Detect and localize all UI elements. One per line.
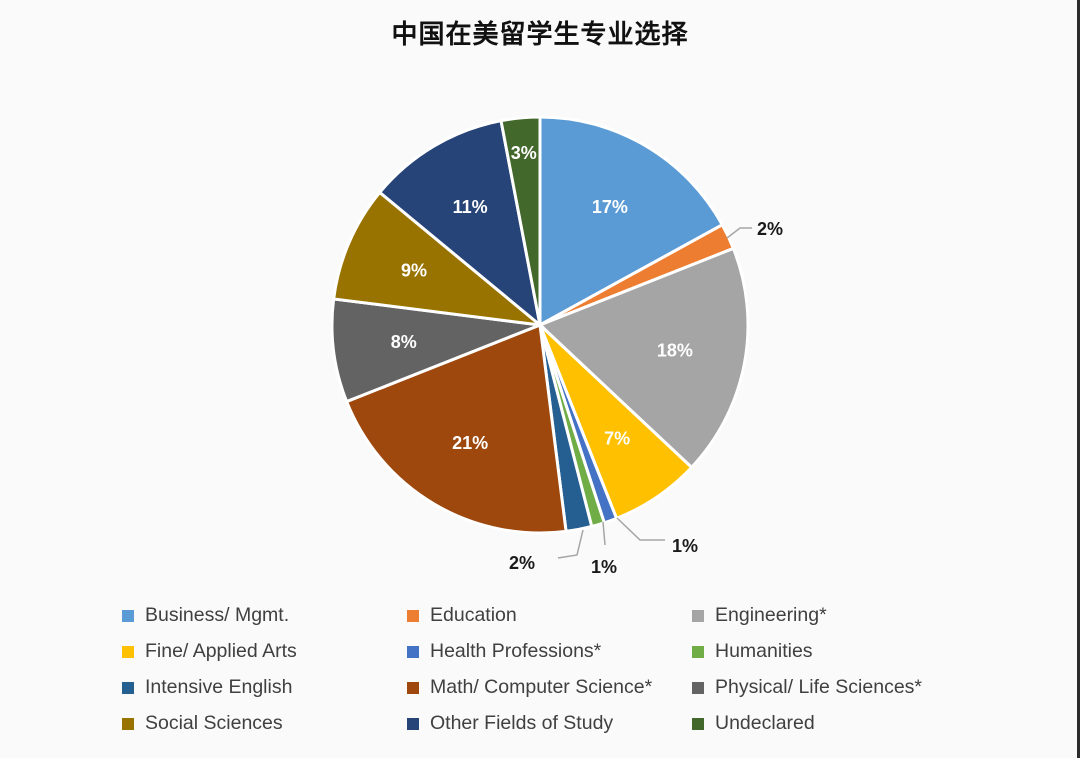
legend-item[interactable]: Math/ Computer Science* <box>407 675 692 700</box>
legend-label: Social Sciences <box>145 712 283 734</box>
pie-slice[interactable] <box>537 246 750 470</box>
legend-label: Humanities <box>715 640 813 662</box>
legend-label: Other Fields of Study <box>430 712 614 734</box>
legend-label: Health Professions* <box>430 640 602 662</box>
legend-item[interactable]: Physical/ Life Sciences* <box>692 675 982 700</box>
legend-item[interactable]: Undeclared <box>692 711 982 736</box>
legend-label: Engineering* <box>715 604 827 626</box>
legend-swatch-icon <box>692 645 704 658</box>
legend-swatch-icon <box>692 609 704 622</box>
legend-item[interactable]: Fine/ Applied Arts <box>122 639 407 664</box>
slice-data-label: 21% <box>452 433 488 453</box>
slice-data-label: 7% <box>604 429 630 449</box>
slice-data-label: 17% <box>592 197 628 217</box>
legend-item[interactable]: Business/ Mgmt. <box>122 603 407 628</box>
legend-swatch-icon <box>122 645 134 658</box>
legend-swatch-icon <box>407 681 419 694</box>
pie-slice[interactable] <box>538 115 725 328</box>
chart-legend: Business/ Mgmt. Education Engineering* F… <box>122 603 982 736</box>
legend-item[interactable]: Intensive English <box>122 675 407 700</box>
slice-data-label: 18% <box>657 341 693 361</box>
legend-swatch-icon <box>407 609 419 622</box>
legend-swatch-icon <box>407 717 419 730</box>
pie-slice[interactable] <box>331 190 545 328</box>
pie-slice[interactable] <box>344 322 568 535</box>
legend-item[interactable]: Other Fields of Study <box>407 711 692 736</box>
legend-label: Undeclared <box>715 712 815 734</box>
legend-swatch-icon <box>407 645 419 658</box>
legend-label: Math/ Computer Science* <box>430 676 653 698</box>
pie-slice[interactable] <box>499 115 542 326</box>
slice-data-label: 9% <box>401 260 427 280</box>
chart-title: 中国在美留学生专业选择 <box>391 20 689 50</box>
legend-label: Fine/ Applied Arts <box>145 640 297 662</box>
legend-label: Business/ Mgmt. <box>145 604 290 626</box>
legend-swatch-icon <box>122 717 134 730</box>
slice-data-label: 1% <box>672 536 698 556</box>
leader-line <box>602 521 606 546</box>
legend-item[interactable]: Engineering* <box>692 603 982 628</box>
slice-data-label: 11% <box>453 197 488 217</box>
legend-swatch-icon <box>122 609 134 622</box>
legend-item[interactable]: Social Sciences <box>122 711 407 736</box>
slice-data-label: 2% <box>757 219 783 239</box>
legend-label: Education <box>430 604 517 626</box>
slice-data-label: 2% <box>509 553 535 573</box>
legend-swatch-icon <box>692 717 704 730</box>
legend-label: Physical/ Life Sciences* <box>715 676 923 698</box>
leader-line <box>616 517 665 541</box>
legend-swatch-icon <box>692 681 704 694</box>
leader-line <box>557 529 584 559</box>
legend-item[interactable]: Education <box>407 603 692 628</box>
window-right-border <box>1077 0 1080 758</box>
slice-data-label: 8% <box>391 332 417 352</box>
pie-slice[interactable] <box>330 297 541 404</box>
legend-label: Intensive English <box>145 676 293 698</box>
leader-line <box>726 227 752 239</box>
legend-item[interactable]: Humanities <box>692 639 982 664</box>
slice-data-label: 3% <box>511 143 537 163</box>
legend-item[interactable]: Health Professions* <box>407 639 692 664</box>
pie-chart: 17% 2% 18% 7% 1% 1% 2% 21% 8% 9% 11% 3% <box>330 115 783 577</box>
slice-data-label: 1% <box>591 557 617 577</box>
legend-swatch-icon <box>122 681 134 694</box>
pie-slice[interactable] <box>377 118 543 329</box>
